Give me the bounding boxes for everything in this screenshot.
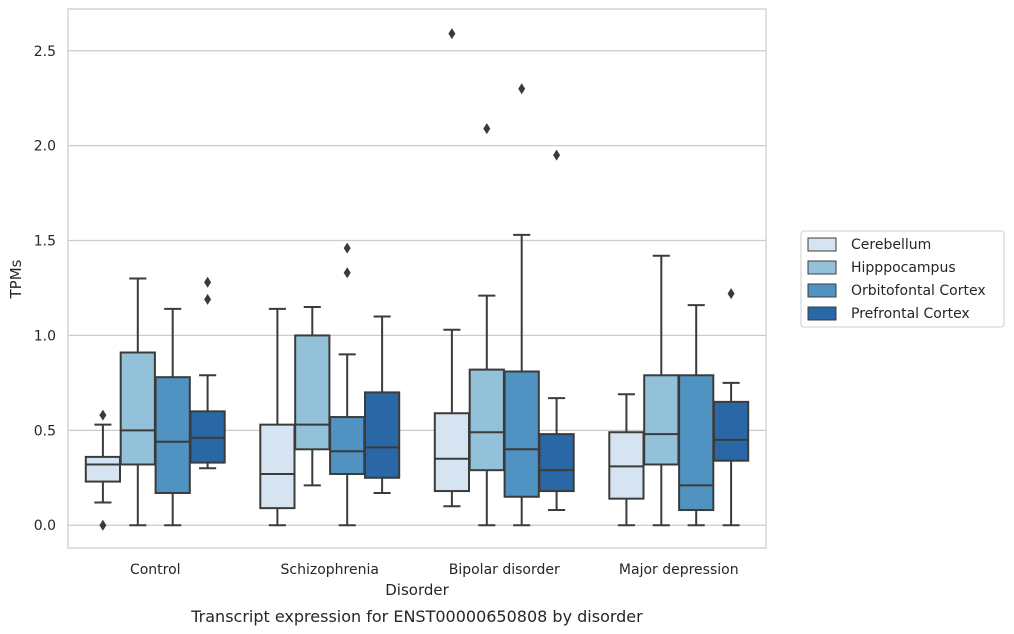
iqr-box	[329, 416, 366, 475]
iqr-box	[433, 412, 471, 493]
outlier-point	[99, 519, 107, 531]
box-cerebellum	[259, 307, 296, 527]
y-tick-label: 0.5	[34, 423, 56, 439]
box-prefrontal-cortex	[189, 276, 226, 470]
y-tick-labels: 0.0 0.5 1.0 1.5 2.0 2.5	[34, 44, 56, 534]
legend-swatch	[807, 306, 837, 321]
box-orbitofontal-cortex	[503, 83, 540, 527]
x-tick-label: Bipolar disorder	[449, 562, 560, 578]
iqr-box	[259, 423, 296, 510]
outlier-point	[518, 83, 526, 95]
box-hipppocampus	[294, 305, 331, 487]
box-cerebellum	[608, 393, 645, 527]
box-hipppocampus	[468, 123, 505, 527]
legend-label: Orbitofontal Cortex	[851, 283, 986, 299]
box-prefrontal-cortex	[538, 149, 575, 512]
plot-frame	[67, 8, 767, 549]
legend-label: Prefrontal Cortex	[851, 306, 970, 322]
x-tick-label: Major depression	[619, 562, 739, 578]
y-tick-label: 0.0	[34, 518, 56, 534]
y-tick-label: 2.0	[34, 139, 56, 155]
legend-swatch	[807, 283, 837, 298]
iqr-box	[538, 433, 575, 493]
iqr-box	[712, 400, 750, 462]
x-tick-labels: Control Schizophrenia Bipolar disorder Majo…	[130, 562, 739, 578]
y-axis-label: TPMs	[7, 259, 25, 299]
x-axis-label: Disorder	[385, 581, 449, 599]
box-prefrontal-cortex	[363, 315, 401, 494]
iqr-box	[154, 376, 191, 494]
iqr-box	[363, 391, 401, 479]
x-tick-label: Schizophrenia	[281, 562, 379, 578]
box-hipppocampus	[119, 277, 156, 527]
iqr-box	[643, 374, 680, 466]
y-tick-label: 1.0	[34, 328, 56, 344]
chart-caption: Transcript expression for ENST0000065080…	[190, 607, 643, 626]
outlier-point	[343, 242, 351, 254]
iqr-box	[84, 455, 122, 483]
y-tick-label: 2.5	[34, 44, 56, 60]
box-cerebellum	[84, 409, 122, 531]
iqr-box	[678, 374, 715, 512]
legend-frame	[800, 230, 1005, 328]
legend-label: Hipppocampus	[851, 260, 956, 276]
iqr-box	[503, 370, 540, 498]
outlier-point	[204, 276, 212, 288]
outlier-point	[483, 123, 491, 135]
legend: Cerebellum Hipppocampus Orbitofontal Corte…	[800, 230, 1005, 328]
box-prefrontal-cortex	[712, 288, 750, 527]
outlier-point	[553, 149, 561, 161]
legend-label: Cerebellum	[851, 237, 931, 253]
boxes	[84, 28, 750, 531]
outlier-point	[343, 267, 351, 279]
legend-swatch	[807, 237, 837, 252]
legend-swatch	[807, 260, 837, 275]
x-tick-label: Control	[130, 562, 181, 578]
y-tick-label: 1.5	[34, 234, 56, 250]
outlier-point	[448, 28, 456, 40]
iqr-box	[119, 351, 156, 466]
box-hipppocampus	[643, 254, 680, 527]
box-orbitofontal-cortex	[154, 307, 191, 527]
iqr-box	[294, 334, 331, 451]
iqr-box	[468, 368, 505, 472]
box-orbitofontal-cortex	[678, 304, 715, 527]
outlier-point	[727, 288, 735, 300]
outlier-point	[204, 293, 212, 305]
outlier-point	[99, 409, 107, 421]
box-orbitofontal-cortex	[329, 242, 366, 527]
box-cerebellum	[433, 28, 471, 508]
